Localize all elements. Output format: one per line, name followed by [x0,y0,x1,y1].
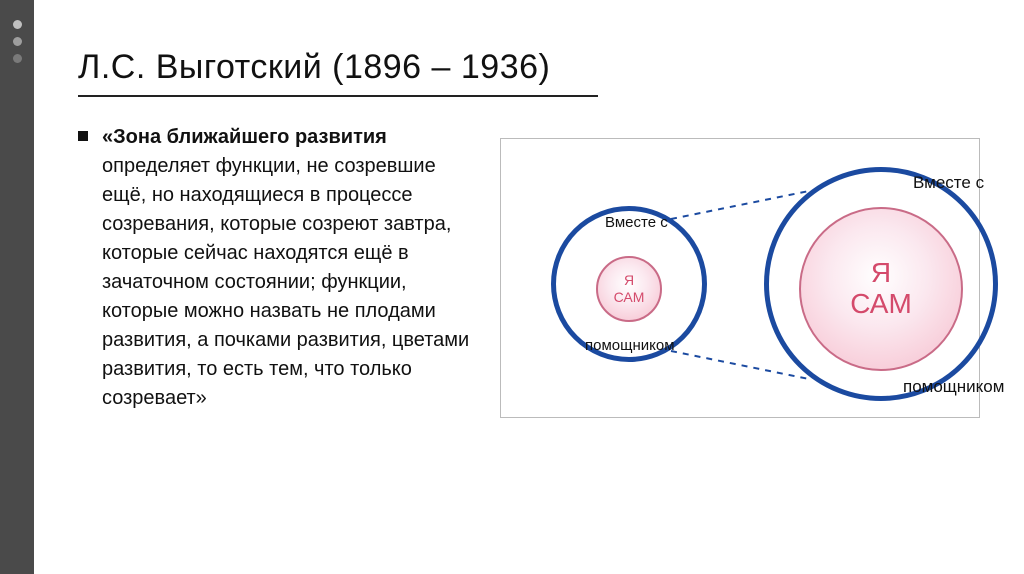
zpd-left-label-bottom: помощником [585,337,675,354]
diagram-column: Я САМ Вместе с помощником Я САМ Вместе с… [500,123,980,443]
rail-dot [13,54,22,63]
zpd-left-inner-line1: Я [624,272,634,289]
zpd-left-inner-line2: САМ [614,289,645,306]
quote-rest: определяет функции, не созревшие ещё, но… [102,155,469,409]
content-row: «Зона ближайшего развития определяет фун… [78,123,980,443]
quote-column: «Зона ближайшего развития определяет фун… [78,123,478,443]
zpd-left-label-top: Вместе с [605,214,668,231]
bullet-item: «Зона ближайшего развития определяет фун… [78,123,478,413]
accent-rail [0,0,34,574]
zpd-right-inner-line2: САМ [850,289,912,320]
rail-dot [13,37,22,46]
diagram-frame: Я САМ Вместе с помощником Я САМ Вместе с… [500,138,980,418]
title-rule [78,95,598,97]
quote-text: «Зона ближайшего развития определяет фун… [102,123,478,413]
zpd-right-label-bottom: помощником [903,377,1004,397]
page-title: Л.С. Выготский (1896 – 1936) [78,48,980,87]
zpd-left-inner-circle: Я САМ [596,256,662,322]
zpd-right-label-top: Вместе с [913,173,984,193]
bullet-icon [78,131,88,141]
slide-body: Л.С. Выготский (1896 – 1936) «Зона ближа… [34,0,1024,574]
rail-dot [13,20,22,29]
quote-term: «Зона ближайшего развития [102,126,387,148]
zpd-right-inner-circle: Я САМ [799,207,963,371]
zpd-right-inner-line1: Я [871,258,891,289]
